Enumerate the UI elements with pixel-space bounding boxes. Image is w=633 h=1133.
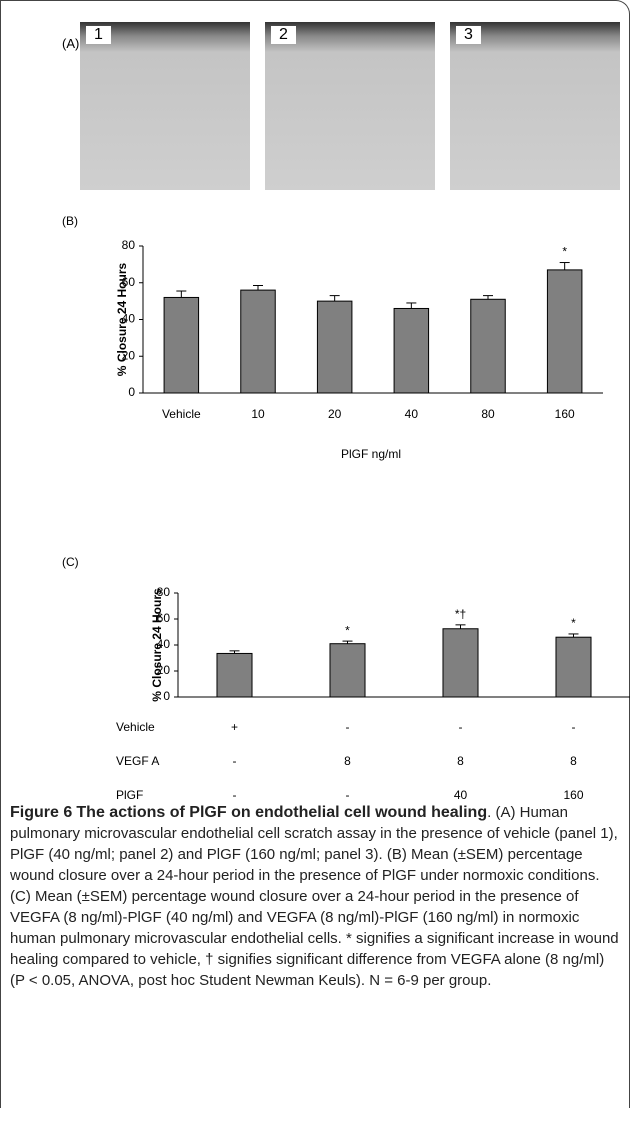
x-tick-label: 20: [328, 407, 342, 421]
table-cell: 8: [570, 754, 577, 768]
bar: [547, 270, 582, 393]
table-cell: 8: [344, 754, 351, 768]
bar: [164, 297, 199, 393]
y-tick-label: 20: [157, 663, 171, 677]
x-tick-label: 40: [405, 407, 419, 421]
table-cell: 8: [457, 754, 464, 768]
table-cell: -: [346, 788, 350, 800]
y-tick-label: 0: [163, 689, 170, 703]
y-tick-label: 0: [128, 385, 135, 399]
y-tick-label: 80: [157, 585, 171, 599]
annotation: *: [562, 245, 567, 259]
x-tick-label: 160: [555, 407, 575, 421]
bar: [443, 629, 478, 697]
caption-title: The actions of PlGF on endothelial cell …: [76, 804, 487, 821]
bar: [217, 653, 252, 697]
table-cell: -: [233, 788, 237, 800]
bar: [471, 299, 506, 393]
x-tick-label: 10: [251, 407, 265, 421]
annotation: *†: [455, 607, 466, 621]
bar: [241, 290, 276, 393]
bar: [330, 644, 365, 697]
x-axis-title: PlGF ng/ml: [341, 447, 401, 461]
table-row-label: PlGF: [116, 788, 143, 800]
bar: [556, 637, 591, 697]
annotation: *: [571, 616, 576, 630]
y-tick-label: 40: [122, 312, 136, 326]
caption-label: Figure 6: [10, 804, 72, 821]
table-row-label: VEGF A: [116, 754, 159, 768]
table-cell: -: [233, 754, 237, 768]
table-cell: -: [572, 720, 576, 734]
table-cell: +: [231, 720, 238, 734]
table-cell: 160: [563, 788, 583, 800]
x-tick-label: 80: [481, 407, 495, 421]
table-cell: -: [459, 720, 463, 734]
bar: [317, 301, 352, 393]
y-tick-label: 60: [122, 275, 136, 289]
bar: [394, 308, 429, 393]
y-tick-label: 60: [157, 611, 171, 625]
caption-text: . (A) Human pulmonary microvascular endo…: [10, 804, 619, 989]
y-tick-label: 20: [122, 348, 136, 362]
x-tick-label: Vehicle: [162, 407, 201, 421]
annotation: *: [345, 623, 350, 637]
caption: Figure 6 The actions of PlGF on endothel…: [10, 802, 622, 991]
table-cell: -: [346, 720, 350, 734]
panel-label: (C): [62, 555, 79, 569]
page: (A) 1 2 3 (B)% Closure 24 Hours020406080…: [0, 0, 633, 1133]
y-tick-label: 80: [122, 238, 136, 252]
y-tick-label: 40: [157, 637, 171, 651]
table-row-label: Vehicle: [116, 720, 155, 734]
panel-label: (B): [62, 214, 78, 228]
table-cell: 40: [454, 788, 468, 800]
